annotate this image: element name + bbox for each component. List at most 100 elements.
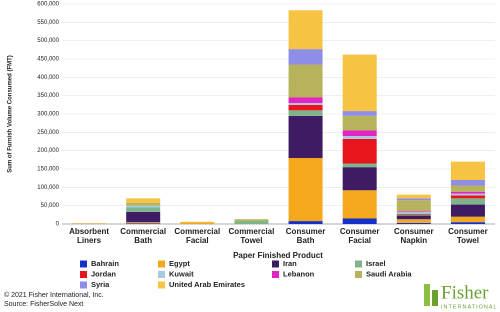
logo-mark: [432, 290, 438, 306]
bar-segment: [396, 211, 431, 212]
x-tick-label: Consumer Napkin: [394, 227, 434, 245]
bar-segment: [288, 110, 323, 116]
legend-label: Israel: [366, 259, 386, 268]
bar-segment: [180, 222, 215, 224]
source: Source: FisherSolve Next: [4, 301, 84, 308]
y-tick-label: 50,000: [41, 203, 60, 209]
bar-segment: [288, 115, 323, 158]
bar-segment: [450, 222, 485, 224]
bar-segment: [396, 194, 431, 199]
bar-segment: [234, 221, 269, 224]
bar-segment: [126, 202, 161, 206]
legend-label: Egypt: [169, 259, 190, 268]
y-tick-label: 200,000: [37, 148, 59, 154]
logo-tagline: INTERNATIONAL: [441, 304, 498, 310]
bar-segment: [342, 190, 377, 219]
y-tick-label: 0: [56, 222, 60, 228]
y-tick-label: 550,000: [37, 20, 59, 26]
bar-segment: [450, 191, 485, 194]
bar-segment: [450, 204, 485, 217]
copyright: © 2021 Fisher International, Inc.: [4, 292, 104, 299]
bar-segment: [126, 207, 161, 212]
x-tick-label: Commercial Bath: [120, 227, 167, 245]
bar-segment: [342, 111, 377, 116]
bar-segment: [396, 198, 431, 201]
legend-swatch: [272, 260, 279, 268]
bar-segment: [342, 54, 377, 112]
bar-segment: [450, 193, 485, 196]
bar-segment: [342, 136, 377, 139]
logo-mark: [424, 284, 430, 306]
bar-segment: [450, 198, 485, 205]
bar-segment: [234, 219, 269, 222]
bar-segment: [288, 158, 323, 222]
legend-swatch: [355, 271, 362, 278]
bar-segment: [288, 10, 323, 50]
legend-swatch: [272, 271, 279, 278]
x-tick-label: Commercial Towel: [228, 227, 275, 245]
legend-label: Lebanon: [283, 269, 315, 278]
bar-segment: [396, 215, 431, 220]
y-tick-label: 100,000: [37, 185, 59, 191]
y-tick-label: 150,000: [37, 167, 59, 173]
x-tick-label: Commercial Facial: [174, 227, 221, 245]
x-axis-title: Paper Finished Product: [233, 251, 323, 260]
y-tick-label: 500,000: [37, 38, 59, 44]
bar-segment: [288, 64, 323, 98]
bar-segment: [450, 161, 485, 180]
y-tick-label: 350,000: [37, 93, 59, 99]
bar-segment: [288, 103, 323, 105]
bar-segment: [126, 205, 161, 208]
bar-segment: [288, 97, 323, 103]
bar-segment: [288, 49, 323, 65]
y-axis-title: Sum of Furnish Volume Consumed (FMT): [8, 55, 14, 173]
legend-swatch: [158, 281, 165, 289]
bar-segment: [126, 223, 161, 224]
y-tick-label: 250,000: [37, 130, 59, 136]
legend-label: Syria: [91, 280, 110, 289]
y-tick-label: 300,000: [37, 112, 59, 118]
legend-swatch: [158, 271, 165, 278]
legend-label: United Arab Emirates: [169, 280, 245, 289]
bar-segment: [288, 104, 323, 111]
bar-segment: [342, 167, 377, 191]
bar-segment: [450, 216, 485, 223]
legend-swatch: [80, 260, 87, 268]
bar-segment: [450, 195, 485, 199]
bar-segment: [126, 222, 161, 224]
bar-segment: [342, 115, 377, 131]
bar-segment: [396, 222, 431, 224]
bar-segment: [126, 211, 161, 223]
legend-label: Saudi Arabia: [366, 269, 412, 278]
x-tick-label: Consumer Towel: [448, 227, 488, 245]
logo-name: Fisher: [441, 282, 489, 303]
x-tick-label: Consumer Facial: [339, 227, 380, 245]
legend-label: Iran: [283, 259, 297, 268]
y-tick-label: 600,000: [37, 2, 59, 8]
bar-segment: [396, 213, 431, 215]
legend-label: Bahrain: [91, 259, 119, 268]
bar-segment: [126, 198, 161, 203]
bar-segment: [396, 214, 431, 216]
legend-swatch: [158, 260, 165, 268]
bar-segment: [288, 221, 323, 224]
y-tick-label: 400,000: [37, 75, 59, 81]
legend-label: Kuwait: [169, 269, 194, 278]
bar-segment: [450, 180, 485, 186]
legend-swatch: [355, 260, 362, 268]
bar-segment: [342, 130, 377, 136]
legend-swatch: [80, 271, 87, 278]
bar-segment: [396, 211, 431, 214]
legend-label: Jordan: [91, 269, 116, 278]
bar-segment: [342, 218, 377, 224]
bar-segment: [396, 219, 431, 223]
y-tick-label: 450,000: [37, 57, 59, 63]
bar-segment: [450, 185, 485, 192]
x-tick-label: Consumer Bath: [285, 227, 326, 245]
legend-swatch: [80, 281, 87, 289]
bar-segment: [396, 200, 431, 212]
bar-segment: [342, 138, 377, 164]
x-tick-label: Absorbent Liners: [69, 227, 110, 245]
